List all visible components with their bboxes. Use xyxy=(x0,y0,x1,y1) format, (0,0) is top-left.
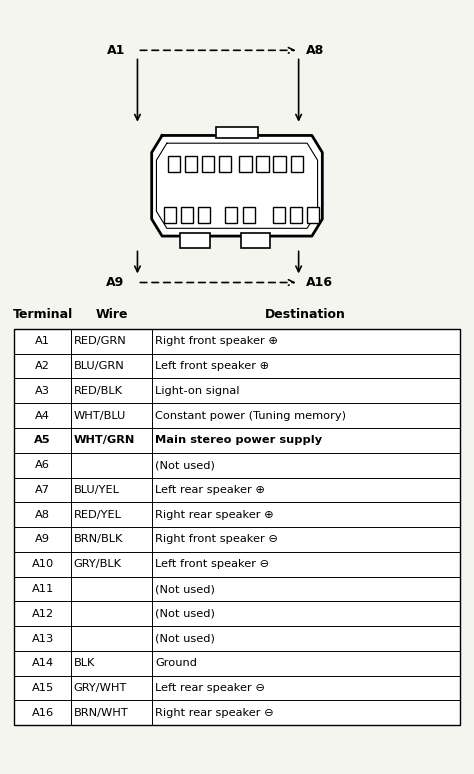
Text: Wire: Wire xyxy=(95,307,128,320)
Bar xyxy=(307,207,319,223)
Text: (Not used): (Not used) xyxy=(155,634,215,643)
Text: WHT/GRN: WHT/GRN xyxy=(73,436,135,445)
Text: A13: A13 xyxy=(32,634,54,643)
Text: Left front speaker ⊖: Left front speaker ⊖ xyxy=(155,560,270,569)
Bar xyxy=(273,207,285,223)
Text: Left rear speaker ⊖: Left rear speaker ⊖ xyxy=(155,683,265,693)
Text: A9: A9 xyxy=(35,535,50,544)
Bar xyxy=(219,156,231,172)
Text: A1: A1 xyxy=(35,337,50,346)
Text: Constant power (Tuning memory): Constant power (Tuning memory) xyxy=(155,411,346,420)
Bar xyxy=(180,233,210,248)
Bar xyxy=(198,207,210,223)
Text: Right front speaker ⊕: Right front speaker ⊕ xyxy=(155,337,278,346)
Text: BRN/BLK: BRN/BLK xyxy=(73,535,123,544)
Bar xyxy=(225,207,237,223)
Bar xyxy=(168,156,180,172)
Text: A9: A9 xyxy=(106,276,124,289)
Bar xyxy=(291,156,303,172)
Text: A8: A8 xyxy=(35,510,50,519)
Text: RED/YEL: RED/YEL xyxy=(73,510,121,519)
Text: GRY/BLK: GRY/BLK xyxy=(73,560,121,569)
Text: Right rear speaker ⊕: Right rear speaker ⊕ xyxy=(155,510,274,519)
Bar xyxy=(273,156,286,172)
Text: Left front speaker ⊕: Left front speaker ⊕ xyxy=(155,361,270,371)
Bar xyxy=(202,156,214,172)
Text: Right rear speaker ⊖: Right rear speaker ⊖ xyxy=(155,708,274,717)
Polygon shape xyxy=(152,135,322,236)
Text: Main stereo power supply: Main stereo power supply xyxy=(155,436,323,445)
Text: (Not used): (Not used) xyxy=(155,609,215,618)
Text: (Not used): (Not used) xyxy=(155,584,215,594)
Text: (Not used): (Not used) xyxy=(155,461,215,470)
Text: BLU/YEL: BLU/YEL xyxy=(73,485,119,495)
Text: Right front speaker ⊖: Right front speaker ⊖ xyxy=(155,535,278,544)
Bar xyxy=(241,233,270,248)
Text: A2: A2 xyxy=(35,361,50,371)
Text: BRN/WHT: BRN/WHT xyxy=(73,708,128,717)
Text: WHT/BLU: WHT/BLU xyxy=(73,411,126,420)
Text: A4: A4 xyxy=(35,411,50,420)
Bar xyxy=(164,207,176,223)
Text: A12: A12 xyxy=(32,609,54,618)
Text: A7: A7 xyxy=(35,485,50,495)
Text: GRY/WHT: GRY/WHT xyxy=(73,683,127,693)
Bar xyxy=(181,207,193,223)
Text: A8: A8 xyxy=(306,44,324,57)
Text: RED/BLK: RED/BLK xyxy=(73,386,122,396)
Bar xyxy=(185,156,197,172)
Bar xyxy=(216,127,258,138)
Text: Light-on signal: Light-on signal xyxy=(155,386,240,396)
Text: A11: A11 xyxy=(32,584,54,594)
Text: A3: A3 xyxy=(35,386,50,396)
Text: A6: A6 xyxy=(35,461,50,470)
Text: A16: A16 xyxy=(32,708,54,717)
Bar xyxy=(256,156,269,172)
Text: Ground: Ground xyxy=(155,659,198,668)
Bar xyxy=(243,207,255,223)
Text: A10: A10 xyxy=(32,560,54,569)
Text: Left rear speaker ⊕: Left rear speaker ⊕ xyxy=(155,485,265,495)
Text: BLU/GRN: BLU/GRN xyxy=(73,361,124,371)
Text: A1: A1 xyxy=(107,44,126,57)
Bar xyxy=(290,207,302,223)
Text: Destination: Destination xyxy=(265,307,346,320)
Bar xyxy=(239,156,252,172)
Bar xyxy=(14,329,460,725)
Text: A16: A16 xyxy=(306,276,333,289)
Text: A5: A5 xyxy=(34,436,51,445)
Text: BLK: BLK xyxy=(73,659,95,668)
Text: Terminal: Terminal xyxy=(12,307,73,320)
Text: A15: A15 xyxy=(32,683,54,693)
Text: RED/GRN: RED/GRN xyxy=(73,337,126,346)
Text: A14: A14 xyxy=(32,659,54,668)
